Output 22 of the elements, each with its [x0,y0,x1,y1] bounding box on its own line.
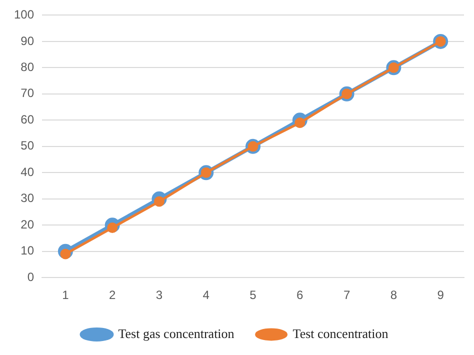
y-tick-label: 0 [27,270,34,284]
y-tick-label: 100 [14,8,34,22]
x-tick-label: 2 [109,288,116,302]
y-tick-label: 70 [20,86,34,100]
x-tick-label: 1 [62,288,70,302]
x-tick-label: 8 [390,288,398,302]
y-tick-label: 90 [20,34,34,48]
y-tick-label: 40 [20,164,34,179]
legend-label: Test gas concentration [118,326,235,341]
legend-label: Test concentration [292,326,389,341]
x-tick-label: 4 [202,288,210,302]
y-tick-label: 30 [20,191,34,206]
y-tick-label: 10 [20,244,34,258]
y-tick-label: 60 [20,112,34,126]
x-tick-label: 5 [250,288,257,302]
x-tick-label: 7 [343,288,350,302]
x-tick-label: 6 [296,288,304,302]
x-tick-label: 9 [437,288,444,302]
y-tick-label: 20 [20,217,34,232]
x-tick-label: 3 [156,288,163,302]
y-tick-label: 80 [20,60,34,74]
y-tick-label: 50 [20,138,34,153]
